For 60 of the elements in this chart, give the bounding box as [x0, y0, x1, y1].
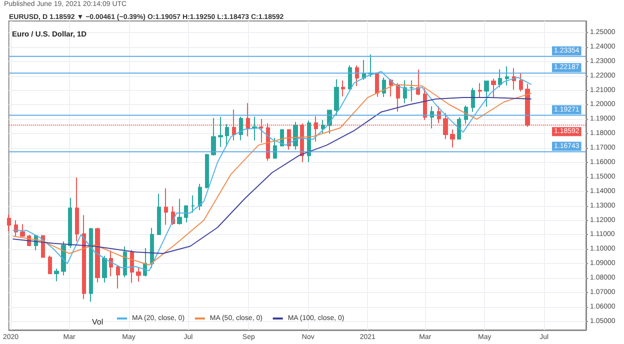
candlestick	[89, 227, 93, 302]
candlestick	[61, 240, 66, 276]
candlestick	[341, 80, 345, 97]
candlestick	[184, 205, 188, 223]
candlestick	[478, 82, 482, 98]
candlestick	[14, 220, 18, 238]
candlestick	[382, 76, 386, 98]
candlestick	[123, 246, 127, 278]
candlestick	[116, 264, 120, 290]
candlestick	[205, 153, 209, 189]
candlestick	[109, 250, 113, 277]
candlestick	[95, 227, 100, 283]
candlestick	[355, 64, 359, 86]
candlestick	[218, 116, 223, 148]
candlestick	[334, 78, 339, 116]
candlestick	[450, 128, 455, 148]
candlestick	[498, 68, 502, 88]
candlestick	[437, 106, 441, 124]
candlestick	[362, 59, 366, 80]
candlestick	[191, 194, 195, 214]
candlestick	[416, 69, 420, 96]
candlestick	[143, 247, 147, 277]
annotation: Vol	[92, 318, 104, 326]
candlestick	[293, 121, 298, 150]
candlestick	[457, 116, 461, 140]
candlestick	[519, 72, 523, 92]
candlestick	[20, 224, 25, 238]
candlestick	[484, 80, 489, 108]
candlestick	[48, 255, 52, 275]
candlestick	[403, 80, 407, 104]
candlestick	[7, 214, 11, 232]
candlestick	[75, 177, 79, 242]
candlestick	[157, 193, 161, 236]
candlestick	[150, 227, 154, 268]
candlestick	[82, 214, 86, 300]
candlestick	[471, 87, 475, 112]
candlestick	[136, 266, 141, 282]
candlestick	[177, 198, 182, 226]
candlestick	[491, 78, 496, 98]
candlestick	[130, 250, 134, 284]
candlestick	[252, 116, 257, 142]
candlestick	[348, 64, 352, 90]
candlestick	[273, 137, 277, 160]
candlestick	[211, 118, 216, 156]
candlestick	[368, 54, 373, 78]
candlestick	[409, 80, 414, 102]
candlestick	[396, 82, 400, 112]
candlestick	[307, 120, 311, 163]
candlestick	[225, 124, 229, 147]
candlestick	[68, 197, 72, 248]
candlestick	[54, 268, 59, 282]
candlestick	[505, 66, 509, 86]
candlestick	[423, 88, 427, 121]
candlestick	[164, 188, 168, 226]
candlestick	[375, 72, 379, 98]
candlestick	[430, 106, 434, 129]
candlestick	[321, 120, 325, 134]
candlestick	[239, 116, 243, 141]
candlestick	[102, 255, 107, 283]
candlestick	[198, 183, 202, 211]
